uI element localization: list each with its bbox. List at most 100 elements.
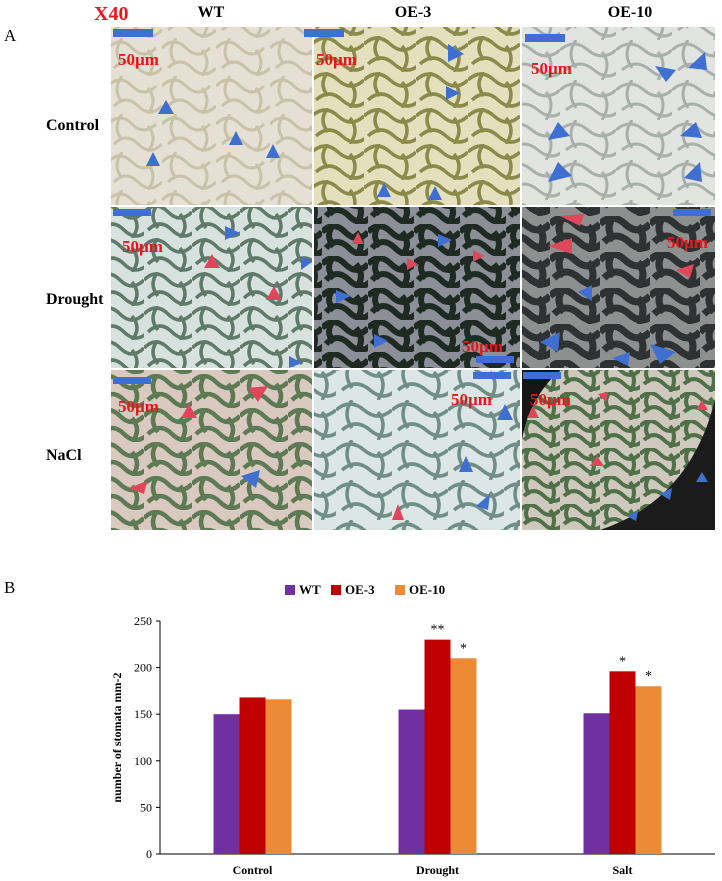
red-arrow-marker [407, 258, 418, 270]
bar [635, 686, 662, 854]
x-tick-label: Drought [416, 863, 459, 877]
micrograph-control-oe3 [314, 27, 520, 205]
significance-mark: * [645, 669, 652, 684]
red-arrow-marker [598, 392, 608, 402]
column-header-wt: WT [197, 4, 225, 21]
blue-arrow-marker [289, 356, 302, 368]
blue-arrow-marker [158, 100, 174, 114]
blue-arrow-marker [612, 352, 630, 366]
scale-label-nacl-oe3: 50µm [451, 390, 492, 409]
bar [239, 697, 266, 854]
panel-b-letter: B [4, 578, 16, 597]
bar [265, 699, 292, 854]
stomata-markers-blue [146, 44, 708, 521]
red-arrow-marker [392, 504, 404, 520]
blue-arrow-marker [301, 256, 312, 270]
red-arrow-marker [473, 250, 484, 262]
red-arrow-marker [204, 254, 220, 268]
red-arrow-marker [352, 232, 364, 244]
blue-arrow-marker [336, 290, 351, 303]
scale-label-drought-wt: 50µm [122, 237, 163, 256]
red-arrow-marker [676, 264, 694, 278]
chart-legend: WT OE-3 OE-10 [285, 582, 445, 597]
legend-label: WT [299, 582, 321, 597]
stomata-markers-red [129, 214, 708, 520]
bar [450, 658, 477, 854]
legend-swatch [331, 585, 341, 595]
x-tick-label: Salt [612, 863, 632, 877]
legend-swatch [395, 585, 405, 595]
bar [583, 713, 610, 854]
red-arrow-marker [548, 238, 572, 254]
blue-arrow-marker [696, 472, 708, 482]
bar [398, 709, 425, 854]
blue-arrow-marker [146, 152, 160, 166]
blue-arrow-marker [660, 488, 672, 500]
micrograph-control-wt [111, 27, 312, 205]
blue-arrow-marker [225, 226, 240, 240]
blue-arrow-marker [377, 183, 391, 197]
bar-series [213, 639, 662, 854]
panel-a-letter: A [4, 26, 17, 45]
blue-arrow-marker [655, 66, 676, 82]
bar [609, 671, 636, 854]
row-header-nacl: NaCl [46, 447, 82, 464]
column-header-oe10: OE-10 [607, 4, 653, 21]
significance-markers: ***** [431, 623, 653, 685]
y-tick-label: 150 [134, 707, 152, 721]
magnification-label: X40 [94, 3, 129, 25]
red-arrow-marker [527, 406, 539, 418]
significance-mark: * [460, 641, 467, 656]
x-axis: Control Drought Salt [160, 853, 715, 877]
x-tick-label: Control [233, 863, 273, 877]
blue-arrow-marker [241, 470, 260, 488]
red-arrow-marker [266, 286, 282, 300]
blue-arrow-marker [476, 494, 490, 510]
legend-label: OE-3 [345, 582, 375, 597]
scale-label-control-oe3: 50µm [316, 50, 357, 69]
significance-mark: ** [431, 623, 445, 638]
blue-arrow-marker [548, 162, 572, 182]
blue-arrow-marker [266, 144, 280, 158]
micrograph-drought-oe3 [314, 207, 520, 368]
micrograph-drought-wt [111, 207, 312, 368]
blue-arrow-marker [446, 86, 460, 100]
y-axis-label: number of stomata mm-2 [110, 672, 124, 802]
blue-arrow-marker [578, 285, 592, 301]
stomata-bar-chart: WT OE-3 OE-10 0 50 100 150 200 250 Control Droug… [110, 582, 715, 877]
y-tick-label: 200 [134, 661, 152, 675]
blue-arrow-marker [540, 332, 560, 352]
micrograph-nacl-oe10 [522, 370, 715, 530]
scale-label-control-oe10: 50µm [531, 59, 572, 78]
blue-arrow-marker [684, 162, 702, 182]
y-tick-label: 250 [134, 614, 152, 628]
blue-arrow-marker [428, 186, 442, 200]
scale-label-nacl-oe10: 50µm [530, 390, 571, 409]
red-arrow-marker [696, 400, 708, 410]
column-header-oe3: OE-3 [394, 4, 432, 21]
blue-arrow-marker [229, 131, 243, 145]
bar [424, 639, 451, 854]
red-arrow-marker [129, 481, 147, 494]
y-tick-label: 100 [134, 754, 152, 768]
row-header-drought: Drought [46, 291, 104, 308]
red-arrow-marker [560, 214, 584, 226]
legend-label: OE-10 [409, 582, 445, 597]
scale-label-drought-oe10: 50µm [667, 233, 708, 252]
scale-bars [113, 29, 711, 384]
row-header-control: Control [46, 117, 100, 134]
blue-arrow-marker [627, 511, 638, 521]
scale-label-drought-oe3: 50µm [462, 337, 503, 356]
red-arrow-marker [590, 456, 604, 466]
blue-arrow-marker [497, 404, 513, 420]
bar [213, 714, 240, 854]
blue-arrow-marker [448, 44, 464, 62]
blue-arrow-marker [548, 122, 570, 140]
micrograph-grid: 50µm 50µm 50µm 50µm 50µm 50µm 50µm 50µm … [111, 27, 715, 530]
blue-arrow-marker [438, 234, 452, 247]
y-tick-label: 0 [146, 847, 152, 861]
blue-arrow-marker [688, 52, 707, 70]
significance-mark: * [619, 654, 626, 669]
scale-label-control-wt: 50µm [118, 50, 159, 69]
y-tick-label: 50 [140, 800, 152, 814]
